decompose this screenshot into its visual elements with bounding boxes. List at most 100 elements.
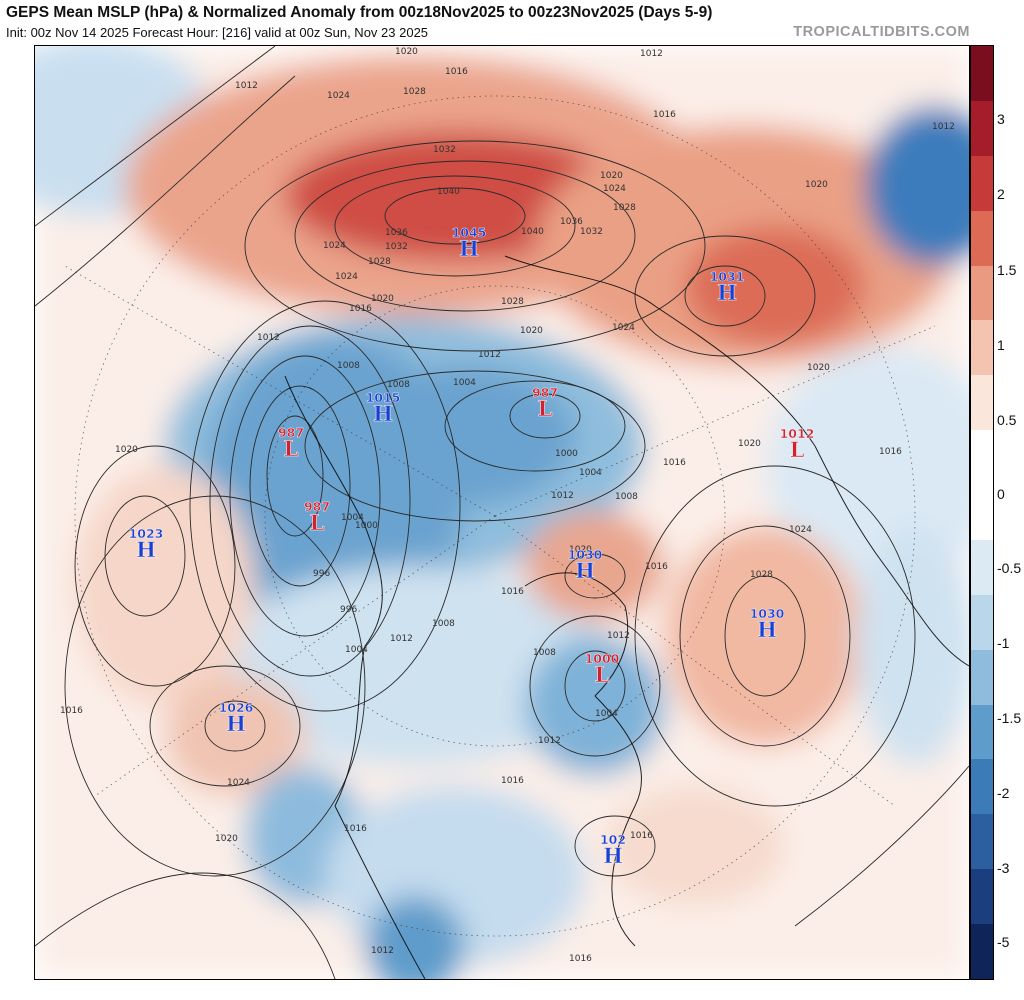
contour-label: 1012 bbox=[257, 333, 280, 343]
contour-label: 1036 bbox=[560, 217, 583, 227]
colorbar-segment bbox=[971, 100, 993, 157]
contour-label: 1028 bbox=[368, 257, 391, 267]
system-type-letter: L bbox=[790, 437, 805, 462]
contour-label: 1024 bbox=[323, 241, 346, 251]
system-pressure-value: 1031 bbox=[710, 269, 745, 284]
system-type-letter: H bbox=[136, 537, 156, 562]
contour-label: 1020 bbox=[215, 834, 238, 844]
system-type-letter: H bbox=[373, 401, 393, 426]
colorbar-segment bbox=[971, 594, 993, 651]
contour-label: 1008 bbox=[533, 648, 556, 658]
colorbar-segment bbox=[971, 924, 993, 980]
contour-label: 1016 bbox=[645, 562, 668, 572]
contour-label: 1028 bbox=[501, 297, 524, 307]
contour-label: 1016 bbox=[445, 67, 468, 77]
contour-label: 1024 bbox=[603, 184, 626, 194]
contour-label: 1016 bbox=[501, 587, 524, 597]
system-type-letter: H bbox=[603, 843, 623, 868]
contour-label: 1020 bbox=[115, 445, 138, 455]
contour-label: 1040 bbox=[521, 227, 544, 237]
contour-label: 1000 bbox=[355, 521, 378, 531]
contour-label: 1028 bbox=[613, 203, 636, 213]
system-type-letter: H bbox=[459, 236, 479, 261]
system-type-letter: H bbox=[757, 617, 777, 642]
contour-label: 1016 bbox=[349, 304, 372, 314]
contour-label: 1004 bbox=[345, 645, 368, 655]
contour-label: 1020 bbox=[600, 171, 623, 181]
system-pressure-value: 102 bbox=[600, 832, 626, 847]
colorbar-tick-label: 3 bbox=[997, 111, 1005, 127]
contour-label: 996 bbox=[340, 605, 357, 615]
contour-label: 1012 bbox=[538, 736, 561, 746]
isobars bbox=[35, 46, 969, 979]
colorbar-tick-label: 1.5 bbox=[997, 262, 1017, 278]
contour-label: 1012 bbox=[478, 350, 501, 360]
anomaly-colorbar bbox=[970, 45, 994, 980]
contour-label: 1020 bbox=[371, 294, 394, 304]
system-pressure-value: 1000 bbox=[585, 651, 620, 666]
system-type-letter: H bbox=[575, 558, 595, 583]
colorbar-tick-label: -1.5 bbox=[997, 710, 1022, 726]
colorbar-segment bbox=[971, 869, 993, 925]
colorbar-segment bbox=[971, 46, 993, 102]
colorbar-segment bbox=[971, 265, 993, 321]
system-pressure-value: 987 bbox=[278, 425, 304, 440]
contour-label: 1016 bbox=[653, 110, 676, 120]
contour-label: 1024 bbox=[327, 91, 350, 101]
colorbar-segment bbox=[971, 155, 993, 212]
coastlines bbox=[284, 255, 969, 979]
contour-label: 1012 bbox=[607, 631, 630, 641]
system-pressure-value: 1023 bbox=[129, 526, 164, 541]
contour-label: 1028 bbox=[403, 87, 426, 97]
system-type-letter: H bbox=[226, 711, 246, 736]
contour-label: 1016 bbox=[879, 447, 902, 457]
system-type-letter: L bbox=[310, 510, 325, 535]
contour-label: 1000 bbox=[555, 449, 578, 459]
colorbar-tick-label: 0.5 bbox=[997, 412, 1017, 428]
colorbar-segment bbox=[971, 375, 993, 431]
contour-label: 1016 bbox=[630, 831, 653, 841]
graticule bbox=[64, 95, 936, 937]
system-pressure-value: 1045 bbox=[452, 225, 487, 240]
contour-label: 1004 bbox=[579, 468, 602, 478]
contour-label: 1020 bbox=[805, 180, 828, 190]
contour-label: 1012 bbox=[932, 122, 955, 132]
page-title: GEPS Mean MSLP (hPa) & Normalized Anomal… bbox=[6, 4, 713, 21]
contour-labels: 1020 1012 1016 1012 1024 1028 1032 1040 … bbox=[60, 47, 955, 964]
contour-label: 1016 bbox=[663, 458, 686, 468]
system-pressure-value: 1026 bbox=[219, 700, 254, 715]
contour-label: 1012 bbox=[235, 81, 258, 91]
contour-label: 1020 bbox=[520, 326, 543, 336]
contour-label: 1036 bbox=[385, 228, 408, 238]
mslp-anomaly-map: 1020 1012 1016 1012 1024 1028 1032 1040 … bbox=[34, 45, 970, 980]
contour-label: 1024 bbox=[227, 778, 250, 788]
contour-label: 1004 bbox=[595, 709, 618, 719]
contour-label: 1016 bbox=[344, 824, 367, 834]
system-type-letter: L bbox=[595, 662, 610, 687]
system-type-letter: L bbox=[538, 396, 553, 421]
colorbar-tick-label: 0 bbox=[997, 486, 1005, 502]
contour-label: 1032 bbox=[580, 227, 603, 237]
contour-label: 1028 bbox=[750, 570, 773, 580]
contour-label: 1012 bbox=[640, 49, 663, 59]
colorbar-segment bbox=[971, 210, 993, 267]
contour-label: 1012 bbox=[371, 946, 394, 956]
contour-label: 1012 bbox=[551, 491, 574, 501]
contour-label: 1020 bbox=[569, 545, 592, 555]
colorbar-tick-label: 2 bbox=[997, 186, 1005, 202]
contour-label: 1024 bbox=[612, 323, 635, 333]
contour-label: 1008 bbox=[387, 380, 410, 390]
colorbar-tick-label: -2 bbox=[997, 785, 1010, 801]
contour-label: 1016 bbox=[569, 954, 592, 964]
